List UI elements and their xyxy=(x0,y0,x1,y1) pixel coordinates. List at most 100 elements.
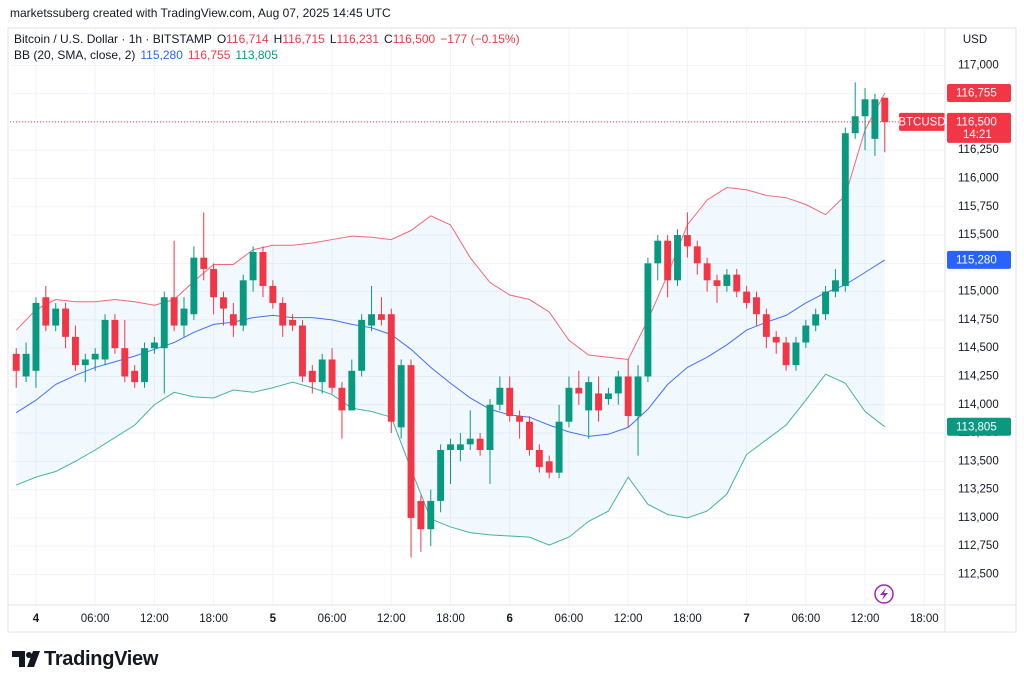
band-price-box xyxy=(947,417,1011,436)
x-tick-label: 12:00 xyxy=(377,613,406,625)
x-tick-label: 12:00 xyxy=(614,613,643,625)
band-fill xyxy=(16,93,885,546)
candle-body xyxy=(32,302,40,371)
candle-body xyxy=(338,387,346,411)
candle-body xyxy=(496,387,504,405)
candle-body xyxy=(526,421,533,451)
y-tick-label: 112,750 xyxy=(958,540,999,552)
y-tick-label: 114,250 xyxy=(958,370,999,382)
candle-body xyxy=(822,291,830,315)
candle-body xyxy=(407,365,415,518)
candle-body xyxy=(753,297,760,315)
candle-body xyxy=(713,280,721,286)
candle-body xyxy=(269,285,277,303)
y-tick-label: 113,500 xyxy=(958,455,999,467)
candle-body xyxy=(693,246,701,264)
y-tick-label: 115,750 xyxy=(958,201,999,213)
x-tick-label: 12:00 xyxy=(851,613,880,625)
candle-body xyxy=(131,370,139,383)
y-tick-label: 114,750 xyxy=(958,314,999,326)
candle-body xyxy=(42,297,50,326)
x-tick-label: 06:00 xyxy=(81,613,110,625)
x-tick-label: 12:00 xyxy=(140,613,169,625)
candle-body xyxy=(417,500,425,530)
candle-body xyxy=(466,438,474,445)
candle-body xyxy=(180,308,188,326)
y-tick-label: 113,000 xyxy=(958,512,999,524)
band-price-label: 113,805 xyxy=(956,421,997,433)
ohlc-value: 116,231 xyxy=(336,32,380,46)
candle-body xyxy=(831,280,839,292)
indicator-value: 116,755 xyxy=(187,48,231,62)
candle-body xyxy=(516,416,524,422)
ohlc-item: L116,231 xyxy=(330,32,379,46)
x-tick-label: 06:00 xyxy=(791,613,820,625)
candle-body xyxy=(674,235,681,281)
currency-label[interactable]: USD xyxy=(963,34,987,46)
alert-icon[interactable] xyxy=(874,584,894,604)
candle-body xyxy=(506,387,514,417)
brand-logo xyxy=(12,651,40,667)
candle-body xyxy=(683,235,691,247)
y-tick-label: 114,000 xyxy=(958,399,999,411)
candle-body xyxy=(762,314,770,337)
candle-body xyxy=(160,297,168,349)
candle-body xyxy=(111,319,119,349)
candle-body xyxy=(348,370,356,411)
candle-body xyxy=(249,252,257,281)
candle-body xyxy=(772,336,780,343)
ohlc-key: C xyxy=(384,32,393,46)
y-tick-label: 116,250 xyxy=(958,144,999,156)
candle-body xyxy=(62,308,70,337)
band-price-label: 115,280 xyxy=(956,254,997,266)
x-tick-label: 6 xyxy=(507,613,513,625)
ohlc-key: H xyxy=(273,32,283,46)
x-tick-label: 4 xyxy=(33,613,40,625)
countdown: 14:21 xyxy=(963,129,992,141)
indicator-name: BB (20, SMA, close, 2) xyxy=(14,48,136,62)
candle-body xyxy=(220,297,227,309)
axis-layer: 112,500112,750113,000113,250113,500113,7… xyxy=(10,59,1011,625)
candle-body xyxy=(91,353,99,360)
last-price-box xyxy=(947,112,1011,143)
x-tick-label: 06:00 xyxy=(318,613,347,625)
candle-body xyxy=(437,450,445,501)
band-price-label: 116,755 xyxy=(956,88,997,100)
candle-body xyxy=(387,314,395,422)
candle-body xyxy=(427,500,435,530)
title: Bitcoin / U.S. Dollar · 1h · BITSTAMP xyxy=(14,32,212,46)
credit-line: marketssuberg created with TradingView.c… xyxy=(10,6,391,20)
candle-body xyxy=(190,257,198,315)
candle-body xyxy=(604,393,612,400)
candle-body xyxy=(150,342,158,349)
candle-body xyxy=(881,97,889,122)
candle-body xyxy=(121,348,129,377)
candle-body xyxy=(358,319,366,371)
ohlc-key: O xyxy=(216,32,227,46)
candle-body xyxy=(802,325,810,343)
candle-body xyxy=(210,268,218,298)
candle-body xyxy=(644,263,652,377)
candle-body xyxy=(377,314,385,320)
x-tick-label: 18:00 xyxy=(910,613,939,625)
y-tick-label: 112,500 xyxy=(958,568,999,580)
candle-body xyxy=(664,240,672,281)
candle-body xyxy=(565,387,573,422)
ohlc-value: 116,500 xyxy=(392,32,436,46)
y-tick-label: 115,000 xyxy=(958,286,999,298)
candle-body xyxy=(447,444,454,451)
candle-body xyxy=(22,353,30,377)
band-price-box xyxy=(947,84,1011,103)
candle-body xyxy=(81,359,89,366)
candle-body xyxy=(535,450,543,467)
candle-body xyxy=(585,382,593,411)
x-tick-label: 06:00 xyxy=(555,613,584,625)
candle-body xyxy=(229,314,237,326)
candle-body xyxy=(318,359,326,383)
brand-name: TradingView xyxy=(44,648,159,670)
candle-body xyxy=(792,342,800,366)
chart-frame xyxy=(7,27,1017,633)
y-tick-label: 114,500 xyxy=(958,342,999,354)
candle-body xyxy=(614,376,622,394)
